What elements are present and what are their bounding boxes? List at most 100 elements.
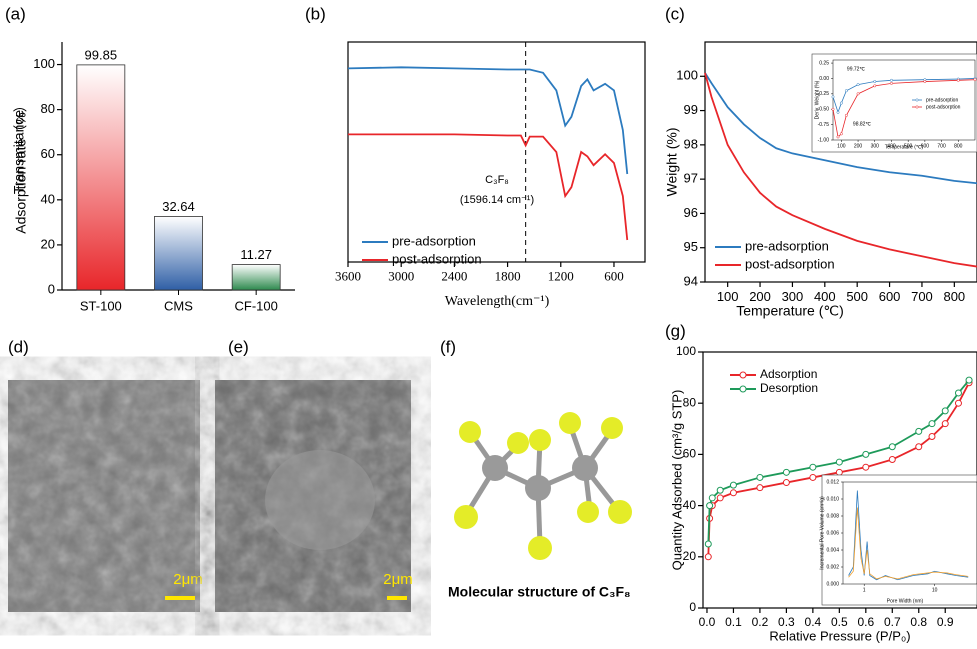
y-tick-label: 80: [683, 395, 697, 409]
legend-label: pre-adsorption: [392, 233, 476, 248]
series-marker: [832, 108, 834, 110]
series-marker: [837, 136, 839, 138]
series-line: [348, 67, 627, 174]
legend-label: post-adsorption: [745, 256, 835, 271]
y-tick-label: 0.25: [819, 60, 829, 66]
y-tick-label: 0.000: [826, 581, 839, 587]
series-marker: [730, 490, 736, 496]
y-tick-label: 100: [676, 344, 696, 358]
series-marker: [840, 133, 842, 135]
series-marker: [757, 474, 763, 480]
y-axis-label: Deriv. Weight (%): [814, 80, 820, 119]
x-tick-label: 300: [782, 289, 804, 304]
sem-particle: [265, 450, 375, 550]
panel-label: (d): [8, 337, 29, 356]
y-axis-label: Quantity Adsorbed (cm³/g STP): [669, 390, 684, 571]
x-tick-label: 0.6: [857, 615, 874, 629]
x-tick-label: 700: [911, 289, 933, 304]
sem-image-d: 2μm: [8, 380, 203, 612]
y-tick-label: -0.75: [818, 122, 830, 128]
x-tick-label: 600: [604, 268, 624, 283]
x-axis-label: Temperature (℃): [885, 144, 924, 150]
series-marker: [889, 444, 895, 450]
y-tick-label: 80: [41, 101, 55, 116]
x-axis-label: Wavelength(cm⁻¹): [445, 294, 550, 309]
x-tick-label: 10: [932, 587, 938, 593]
legend-label: Adsorption: [760, 367, 817, 381]
panel-label: (f): [440, 337, 456, 356]
series-marker: [955, 390, 961, 396]
y-tick-label: 98: [684, 136, 698, 151]
x-tick-label: 0.2: [752, 615, 769, 629]
series-marker: [929, 421, 935, 427]
y-tick-label: 0.012: [826, 479, 839, 485]
series-marker: [707, 503, 713, 509]
annotation: 99.72℃: [847, 66, 866, 72]
series-marker: [757, 485, 763, 491]
x-tick-label: 500: [846, 289, 868, 304]
x-tick-label: 0.4: [805, 615, 822, 629]
x-tick-label: 0.1: [725, 615, 742, 629]
series-marker: [966, 377, 972, 383]
scale-bar-label: 2μm: [383, 571, 412, 588]
x-tick-label: 1200: [548, 268, 574, 283]
series-marker: [863, 464, 869, 470]
y-tick-label: 100: [33, 56, 55, 71]
x-tick-label: 300: [871, 143, 880, 149]
panel-label: (e): [228, 337, 249, 356]
x-tick-label: 700: [937, 143, 946, 149]
series-marker: [889, 457, 895, 463]
x-tick-label: 0.7: [884, 615, 901, 629]
y-tick-label: 40: [683, 498, 697, 512]
x-tick-label: 0.8: [910, 615, 927, 629]
molecule-drawing: [454, 412, 632, 560]
y-tick-label: 96: [684, 205, 698, 220]
legend-marker: [740, 372, 746, 378]
chart: -1.00-0.75-0.50-0.250.000.25100200300400…: [812, 54, 977, 152]
y-tick-label: 97: [684, 171, 698, 186]
legend-label: Desorption: [760, 381, 818, 395]
y-tick-label: 95: [684, 239, 698, 254]
x-tick-label: 600: [879, 289, 901, 304]
y-tick-label: 100: [676, 68, 698, 83]
value-label: 11.27: [240, 247, 272, 262]
molecule-caption: Molecular structure of C₃F₈: [448, 584, 631, 600]
plot-frame: [348, 42, 645, 262]
x-tick-label: 2400: [441, 268, 467, 283]
x-tick-label: 800: [943, 289, 965, 304]
legend-marker: [916, 106, 918, 108]
legend-label: post-adsorption: [926, 104, 961, 110]
x-tick-label: CMS: [164, 298, 193, 313]
series-marker: [810, 474, 816, 480]
series-marker: [857, 93, 859, 95]
series-marker: [857, 83, 859, 85]
series-marker: [730, 482, 736, 488]
x-tick-label: 3600: [335, 268, 361, 283]
x-tick-label: 1800: [495, 268, 521, 283]
series-marker: [924, 80, 926, 82]
bar: [232, 265, 280, 290]
series-marker: [916, 444, 922, 450]
y-axis-label: Transmitance: [11, 110, 27, 195]
y-tick-label: 94: [684, 273, 698, 288]
series-marker: [810, 464, 816, 470]
x-axis-label: Temperature (℃): [736, 303, 844, 319]
y-tick-label: 20: [683, 549, 697, 563]
annotation: (1596.14 cm⁻¹): [460, 194, 534, 206]
x-tick-label: 0.3: [778, 615, 795, 629]
series-marker: [942, 421, 948, 427]
x-tick-label: 0.9: [937, 615, 954, 629]
legend-marker: [916, 99, 918, 101]
x-axis-label: Relative Pressure (P/P₀): [769, 628, 910, 643]
inset-background: [822, 475, 977, 605]
y-tick-label: -1.00: [818, 137, 830, 143]
value-label: 99.85: [85, 47, 118, 62]
series-marker: [955, 400, 961, 406]
value-label: 32.64: [162, 199, 195, 214]
series-marker: [837, 111, 839, 113]
sem-image-e: 2μm: [215, 380, 413, 612]
series-marker: [845, 114, 847, 116]
series-marker: [783, 469, 789, 475]
